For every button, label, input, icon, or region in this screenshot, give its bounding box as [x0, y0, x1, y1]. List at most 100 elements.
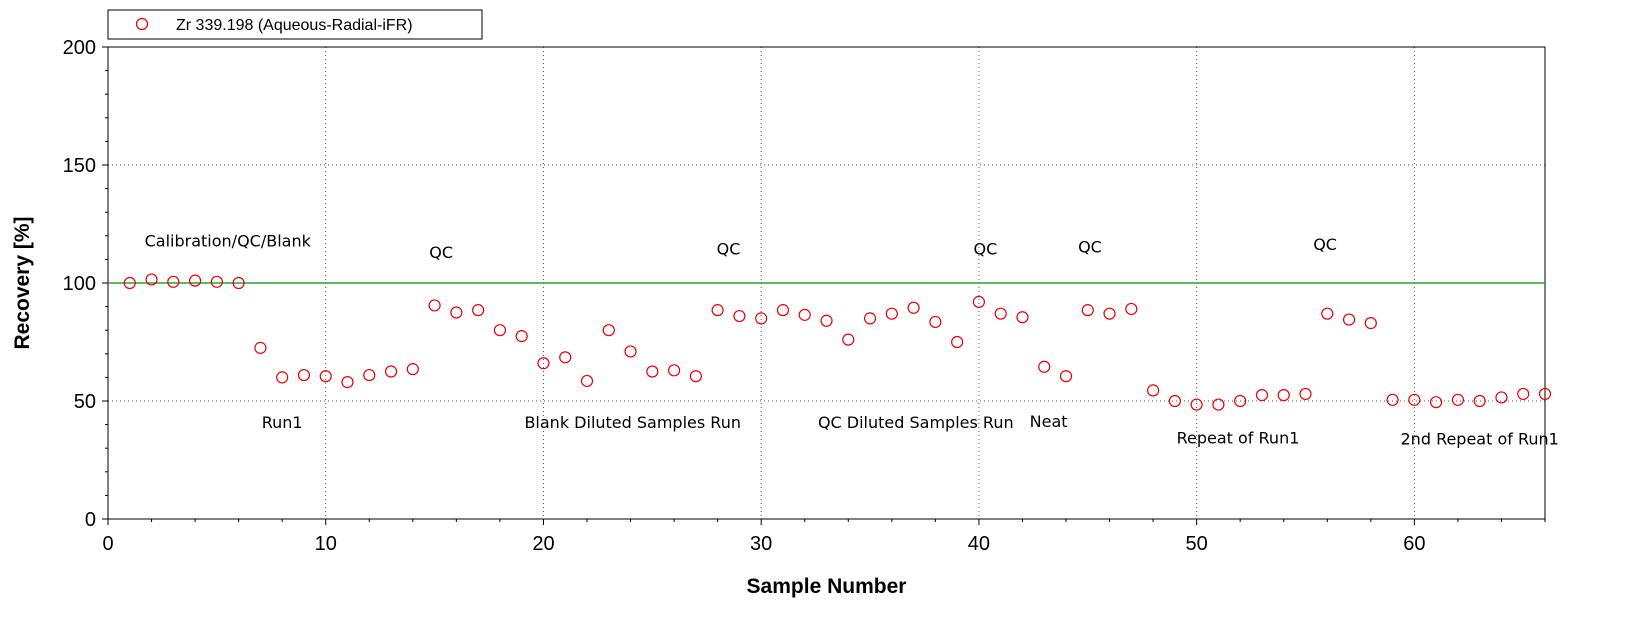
data-point: [863, 312, 877, 325]
data-point: [1038, 360, 1051, 373]
legend-marker-icon: [135, 17, 149, 31]
y-tick-label: 200: [63, 37, 96, 59]
data-point: [1321, 307, 1334, 320]
data-point: [733, 309, 746, 323]
data-point: [1168, 394, 1181, 408]
data-point: [972, 295, 986, 308]
annotation-label: Blank Diluted Samples Run: [524, 413, 741, 432]
data-point: [580, 374, 594, 388]
data-point: [885, 307, 898, 320]
data-point: [624, 345, 637, 358]
data-point: [1059, 370, 1073, 383]
annotation-label: Calibration/QC/Blank: [145, 231, 312, 250]
data-point: [907, 301, 920, 314]
data-point: [384, 365, 398, 378]
x-tick-label: 60: [1403, 533, 1425, 555]
data-point: [406, 363, 419, 376]
data-point: [1495, 391, 1508, 404]
data-point: [842, 333, 855, 346]
annotation-label: Neat: [1030, 412, 1068, 431]
data-point: [297, 368, 311, 382]
annotation-label: 2nd Repeat of Run1: [1401, 430, 1559, 449]
data-point: [232, 276, 245, 290]
data-point: [537, 357, 550, 370]
data-point: [994, 307, 1007, 320]
y-tick-label: 0: [85, 509, 96, 531]
data-point: [1517, 387, 1530, 401]
chart-annotations: Calibration/QC/Blank QC QC QC QC QC Run1 Blank …: [145, 231, 1559, 448]
data-point: [1190, 398, 1203, 411]
annotation-label: QC: [717, 240, 741, 259]
data-point: [1255, 389, 1269, 402]
data-point: [1451, 393, 1465, 406]
legend-entry-label: Zr 339.198 (Aqueous-Radial-iFR): [176, 17, 413, 34]
data-point: [755, 312, 768, 325]
data-point: [951, 335, 964, 349]
data-point: [1408, 393, 1421, 406]
x-tick-label: 0: [102, 533, 113, 555]
data-point: [798, 308, 811, 321]
data-point: [1016, 311, 1029, 324]
y-axis-label: Recovery [%]: [11, 216, 34, 349]
data-point: [1103, 307, 1116, 320]
y-tick-label: 150: [63, 155, 96, 177]
data-point: [276, 371, 289, 384]
data-point: [1234, 394, 1247, 408]
data-point: [319, 370, 332, 383]
x-axis-label: Sample Number: [747, 575, 907, 598]
data-point: [1299, 387, 1312, 401]
data-point: [776, 304, 790, 317]
annotation-label: QC Diluted Samples Run: [818, 413, 1014, 432]
y-axis-ticks: 0 50 100 150 200: [63, 37, 108, 531]
annotation-label: Repeat of Run1: [1177, 428, 1300, 447]
x-tick-label: 40: [968, 533, 990, 555]
data-point: [711, 304, 724, 317]
data-point: [145, 273, 158, 286]
annotation-label: QC: [974, 240, 998, 259]
data-point: [472, 304, 485, 317]
data-point: [1386, 393, 1399, 406]
data-point: [1125, 302, 1138, 316]
annotation-label: QC: [1078, 237, 1102, 256]
data-point: [167, 275, 180, 288]
data-point: [341, 376, 354, 389]
data-point: [123, 276, 136, 290]
x-tick-label: 30: [750, 533, 772, 555]
annotation-label: QC: [1313, 235, 1337, 254]
data-point: [559, 351, 572, 364]
annotation-label: QC: [429, 243, 453, 262]
data-point: [188, 274, 202, 287]
x-tick-label: 10: [315, 533, 337, 555]
data-point: [450, 306, 463, 319]
data-point: [667, 364, 681, 377]
data-point: [493, 324, 507, 337]
data-point: [1364, 317, 1377, 330]
data-point: [1081, 304, 1094, 317]
annotation-label: Run1: [262, 413, 303, 432]
data-point: [1538, 387, 1552, 401]
legend-box: [107, 9, 483, 40]
data-point: [820, 314, 833, 327]
data-point: [689, 370, 702, 383]
data-point: [1146, 384, 1160, 397]
data-point: [1430, 396, 1443, 409]
x-tick-label: 20: [532, 533, 554, 555]
data-point: [428, 299, 441, 312]
legend: Zr 339.198 (Aqueous-Radial-iFR): [107, 9, 483, 40]
data-point: [1473, 394, 1486, 408]
y-tick-label: 50: [74, 391, 96, 413]
y-tick-label: 100: [63, 273, 96, 295]
data-point: [210, 275, 223, 288]
data-point: [515, 330, 528, 343]
data-point: [929, 315, 942, 329]
data-point: [254, 341, 267, 354]
data-points: [123, 273, 1552, 411]
data-point: [602, 324, 615, 337]
data-point: [646, 365, 659, 378]
data-point: [1277, 389, 1290, 402]
x-axis-ticks: 0 10 20 30 40 50 60: [102, 519, 1546, 555]
data-point: [1342, 313, 1356, 326]
x-tick-label: 50: [1186, 533, 1208, 555]
